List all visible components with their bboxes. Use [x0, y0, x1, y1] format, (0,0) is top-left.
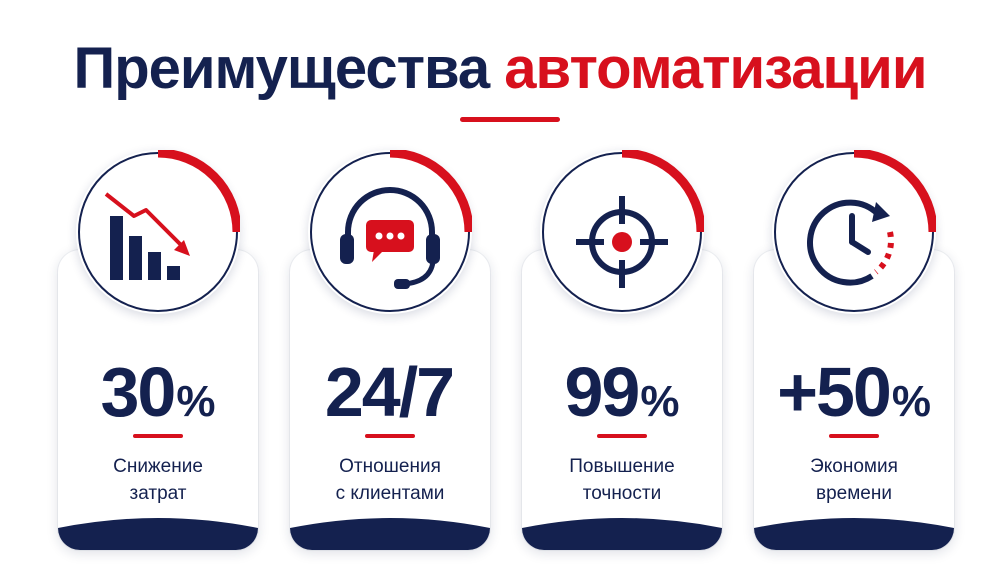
- headset-chat-icon: [340, 187, 440, 289]
- icon-ring-clients: [308, 150, 472, 314]
- stat-underline: [133, 434, 183, 438]
- stat-label-cost: Снижение затрат: [113, 456, 203, 504]
- stat-value-clients: 24/7: [324, 353, 455, 431]
- icon-ring-time: [772, 150, 936, 314]
- cost-reduction-chart-icon: [104, 192, 190, 280]
- title-underline: [460, 117, 560, 122]
- page-title: Преимущества автоматизации: [0, 34, 1000, 104]
- stat-label-clients: Отношения с клиентами: [335, 456, 445, 504]
- target-crosshair-icon: [576, 196, 668, 288]
- stat-underline: [597, 434, 647, 438]
- clock-icon: [807, 199, 894, 286]
- title-part-1: Преимущества: [73, 36, 491, 101]
- title-part-2: автоматизации: [504, 36, 927, 101]
- card-wave-decoration: [58, 518, 258, 550]
- stat-label-time: Экономия времени: [810, 456, 898, 504]
- stat-underline: [829, 434, 879, 438]
- card-wave-decoration: [290, 518, 490, 550]
- card-wave-decoration: [754, 518, 954, 550]
- icon-ring-accuracy: [540, 150, 704, 314]
- stat-value-time: +50%: [777, 353, 931, 431]
- stat-underline: [365, 434, 415, 438]
- icon-ring-cost: [76, 150, 240, 314]
- stat-label-accuracy: Повышение точности: [569, 456, 675, 504]
- card-wave-decoration: [522, 518, 722, 550]
- stat-value-cost: 30%: [100, 353, 216, 431]
- stat-value-accuracy: 99%: [564, 353, 680, 431]
